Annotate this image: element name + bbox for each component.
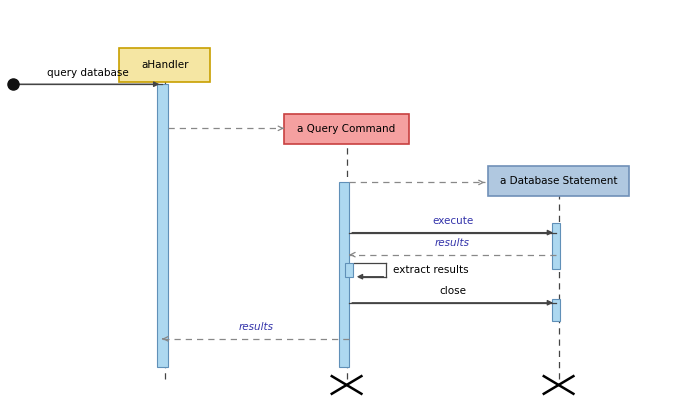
Bar [488, 166, 629, 196]
Text: a Query Command: a Query Command [297, 124, 396, 134]
Text: results: results [435, 238, 470, 248]
Text: query database: query database [47, 68, 129, 78]
Bar [339, 182, 349, 367]
Text: a Database Statement: a Database Statement [500, 176, 617, 186]
Text: aHandler: aHandler [141, 60, 188, 70]
Bar [552, 223, 560, 269]
Bar [120, 48, 210, 82]
Bar [157, 84, 168, 367]
Bar [552, 299, 560, 321]
Text: extract results: extract results [393, 265, 468, 275]
Text: execute: execute [432, 216, 473, 226]
Bar [345, 263, 353, 277]
Bar [284, 114, 409, 144]
Text: results: results [238, 322, 273, 332]
Text: close: close [439, 286, 466, 296]
